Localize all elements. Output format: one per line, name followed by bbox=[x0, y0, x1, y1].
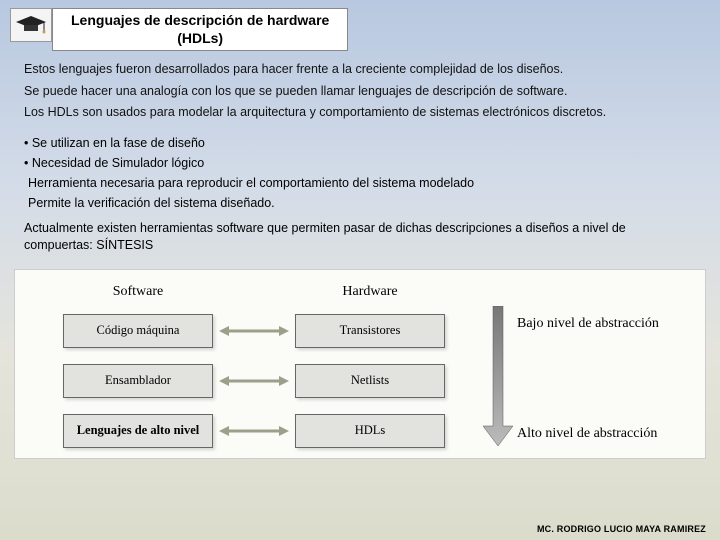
bullet-2: • Necesidad de Simulador lógico bbox=[24, 156, 696, 170]
cell-hw-2: HDLs bbox=[295, 414, 445, 448]
title-line1: Lenguajes de descripción de hardware bbox=[71, 12, 329, 30]
bullet-list: • Se utilizan en la fase de diseño • Nec… bbox=[0, 126, 720, 170]
cell-hw-0: Transistores bbox=[295, 314, 445, 348]
bi-arrow-2 bbox=[219, 424, 289, 438]
bullet-1: • Se utilizan en la fase de diseño bbox=[24, 136, 696, 150]
footer-credit: MC. RODRIGO LUCIO MAYA RAMIREZ bbox=[537, 524, 706, 534]
intro-text: Estos lenguajes fueron desarrollados par… bbox=[0, 51, 720, 122]
intro-p3: Los HDLs son usados para modelar la arqu… bbox=[24, 104, 696, 122]
sub-1: Herramienta necesaria para reproducir el… bbox=[28, 176, 720, 190]
cell-sw-0: Código máquina bbox=[63, 314, 213, 348]
title-line2: (HDLs) bbox=[71, 30, 329, 48]
intro-p2: Se puede hacer una analogía con los que … bbox=[24, 83, 696, 101]
abstraction-diagram: Software Hardware Código máquina Transis… bbox=[14, 269, 706, 459]
header: Lenguajes de descripción de hardware (HD… bbox=[0, 0, 720, 51]
intro-p1: Estos lenguajes fueron desarrollados par… bbox=[24, 61, 696, 79]
abs-low-label: Bajo nivel de abstracción bbox=[517, 316, 707, 332]
cell-hw-1: Netlists bbox=[295, 364, 445, 398]
cell-sw-2: Lenguajes de alto nivel bbox=[63, 414, 213, 448]
grad-cap-icon bbox=[10, 8, 52, 42]
bi-arrow-0 bbox=[219, 324, 289, 338]
sub-2: Permite la verificación del sistema dise… bbox=[28, 196, 720, 210]
col-header-hardware: Hardware bbox=[295, 284, 445, 300]
abs-high-label: Alto nivel de abstracción bbox=[517, 426, 707, 442]
abstraction-arrow-icon bbox=[483, 306, 513, 446]
sub-bullets: Herramienta necesaria para reproducir el… bbox=[0, 176, 720, 210]
bi-arrow-1 bbox=[219, 374, 289, 388]
page-title: Lenguajes de descripción de hardware (HD… bbox=[52, 8, 348, 51]
cell-sw-1: Ensamblador bbox=[63, 364, 213, 398]
col-header-software: Software bbox=[63, 284, 213, 300]
paragraph-synthesis: Actualmente existen herramientas softwar… bbox=[0, 216, 720, 255]
